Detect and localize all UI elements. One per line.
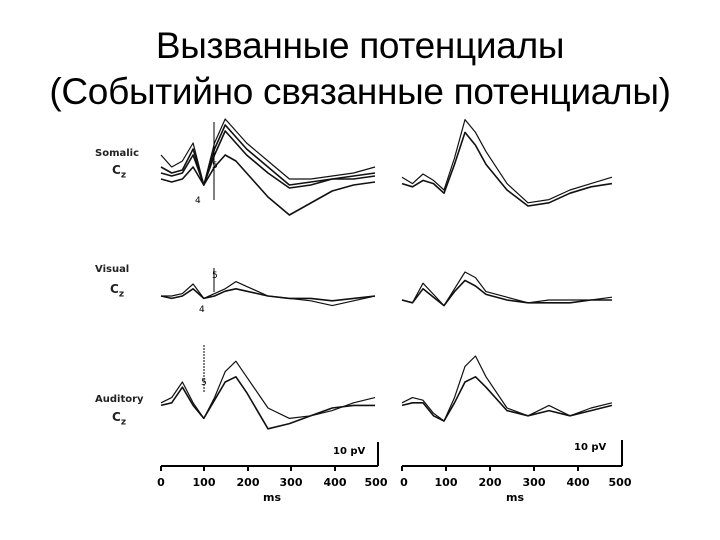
electrode-label-visual: Cz [110,282,125,300]
row-label-visual: Visual [95,264,130,275]
tick-left-0: 0 [157,476,165,489]
x-axis-left [160,442,379,471]
scale-label-left: 10 pV [333,446,366,457]
waveform-left-somatic-trace-4 [160,154,376,216]
row-label-somatic: Somalic [95,148,140,159]
tick-left-300: 300 [279,476,303,489]
row-label-auditory: Auditory [95,394,144,405]
waveform-right-somatic-trace-1 [401,118,613,204]
waveform-left-somatic-trace-1 [160,118,376,186]
x-unit-right: ms [505,491,525,504]
waveform-left-somatic-trace-3 [160,130,376,189]
svg-text:5: 5 [212,271,218,281]
waveform-right-auditory-trace-1 [401,355,613,422]
tick-left-100: 100 [192,476,216,489]
waveform-left-visual-trace-1 [161,281,376,307]
svg-text:4: 4 [195,196,201,206]
waveform-left-auditory-trace-1 [160,360,376,419]
electrode-label-auditory: Cz [112,410,127,428]
electrode-label-somatic: Cz [112,163,127,181]
tick-left-400: 400 [323,476,347,489]
scale-label-right: 10 pV [574,442,607,453]
waveform-traces [160,118,613,430]
component-labels: 5 5 5 4 4 [195,161,218,388]
waveform-left-visual-trace-2 [160,287,376,302]
tick-left-200: 200 [236,476,260,489]
tick-right-400: 400 [566,476,590,489]
x-axis-right [401,440,623,471]
x-unit-left: ms [262,491,282,504]
slide-title-line2: (Событийно связанные потенциалы) [49,71,671,112]
tick-right-0: 0 [400,476,408,489]
tick-right-500: 500 [608,476,632,489]
waveform-left-auditory-trace-2 [160,375,375,430]
tick-left-500: 500 [364,476,388,489]
waveform-right-somatic-trace-2 [401,131,613,207]
waveform-right-visual-trace-1 [401,271,613,307]
tick-right-100: 100 [434,476,458,489]
svg-text:5: 5 [201,378,207,388]
tick-right-200: 200 [478,476,502,489]
waveform-left-somatic-trace-2 [160,124,376,186]
svg-text:4: 4 [199,305,205,315]
waveform-right-visual-trace-2 [401,279,612,307]
component-markers [203,122,215,392]
tick-right-300: 300 [522,476,546,489]
slide-title-line1: Вызванные потенциалы [155,25,565,66]
waveform-right-auditory-trace-2 [401,375,613,422]
svg-text:5: 5 [212,161,218,171]
